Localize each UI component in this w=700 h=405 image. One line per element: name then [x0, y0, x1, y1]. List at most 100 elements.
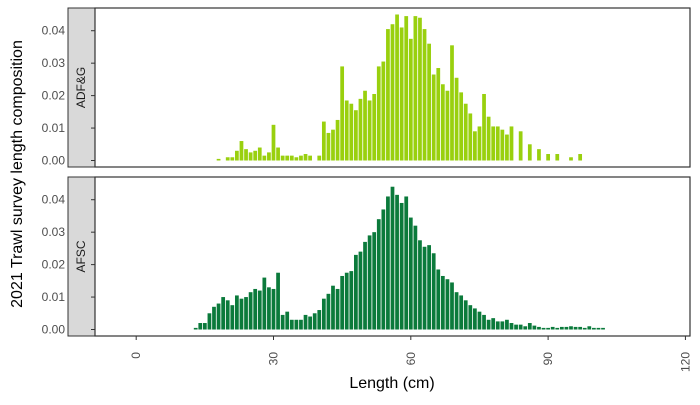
bar [413, 16, 418, 161]
x-axis-title: Length (cm) [349, 375, 434, 392]
bar [248, 152, 253, 161]
bar [450, 282, 454, 330]
bar [239, 141, 244, 161]
bar [354, 254, 358, 330]
bar [230, 157, 235, 161]
bar [257, 147, 262, 161]
bar [514, 324, 518, 330]
bar [253, 288, 258, 330]
bar [271, 288, 276, 330]
bar [271, 124, 276, 161]
bar [299, 155, 303, 161]
bar [372, 232, 377, 330]
bar [308, 316, 312, 330]
bar [463, 300, 468, 330]
bar [518, 324, 523, 330]
bar [537, 326, 541, 330]
bar [505, 134, 509, 161]
x-tick-label: 30 [267, 352, 281, 366]
bar [413, 225, 418, 330]
bar [454, 292, 459, 330]
bar [340, 66, 345, 161]
panel-border-0 [94, 7, 691, 168]
bar [431, 74, 436, 161]
bar [381, 209, 386, 330]
bar [509, 126, 514, 161]
bar [404, 16, 409, 161]
facet-strip-label: AFSC [74, 240, 88, 272]
bar [550, 326, 555, 330]
bar [349, 103, 354, 161]
bar [395, 194, 399, 330]
bar [477, 311, 482, 330]
bar [386, 29, 390, 161]
x-tick-label: 0 [129, 352, 143, 359]
bar [495, 321, 500, 330]
bar [477, 126, 482, 161]
bar [427, 43, 431, 161]
bar [267, 287, 271, 330]
bar [367, 235, 372, 330]
bar [285, 311, 290, 330]
bar [596, 327, 601, 330]
bar [436, 269, 441, 330]
y-tick-label: 0.01 [42, 290, 66, 304]
bar [376, 66, 381, 161]
x-tick-label: 90 [541, 352, 555, 366]
bar [280, 155, 285, 161]
facet-strip-1 [67, 176, 96, 337]
bar [546, 154, 550, 161]
bar [486, 319, 491, 330]
bar [532, 325, 537, 330]
bar [440, 275, 445, 330]
bar [358, 251, 363, 330]
bar [317, 155, 322, 161]
bar [235, 295, 239, 330]
y-axis-title: 2021 Trawl survey length composition [9, 40, 26, 308]
bar [308, 155, 312, 161]
bar [267, 152, 271, 161]
bar [395, 14, 399, 161]
bar [592, 327, 596, 330]
facet-strip-0 [67, 7, 96, 168]
bar [235, 150, 239, 161]
bar [463, 103, 468, 161]
bar [344, 272, 349, 330]
bar [573, 326, 578, 330]
bar [537, 149, 541, 161]
bar [335, 288, 340, 330]
bar [225, 300, 230, 330]
bar [285, 155, 290, 161]
bar [569, 157, 573, 161]
bar [312, 313, 317, 330]
bar [212, 306, 216, 330]
bar [294, 157, 299, 161]
bar [225, 157, 230, 161]
facet-strip-label: ADF&G [74, 67, 88, 108]
bar [500, 129, 505, 161]
bar [555, 154, 560, 161]
bar [239, 298, 244, 330]
bar [404, 196, 409, 330]
bar [386, 196, 390, 330]
bar [202, 323, 207, 330]
bar [422, 246, 427, 330]
bar [564, 326, 569, 330]
y-tick-label: 0.03 [42, 56, 66, 70]
bar [546, 327, 550, 330]
bar [331, 129, 335, 161]
bar [399, 27, 404, 161]
bar [390, 24, 395, 161]
bar [340, 275, 345, 330]
bar [601, 327, 605, 330]
bar [207, 313, 212, 330]
y-tick-label: 0.00 [42, 154, 66, 168]
bar [578, 154, 583, 161]
bar [294, 319, 299, 330]
bar [559, 326, 564, 330]
bar [527, 323, 532, 330]
bar [276, 147, 280, 161]
y-tick-label: 0.02 [42, 89, 66, 103]
bar [376, 219, 381, 330]
y-tick-label: 0.04 [42, 193, 66, 207]
